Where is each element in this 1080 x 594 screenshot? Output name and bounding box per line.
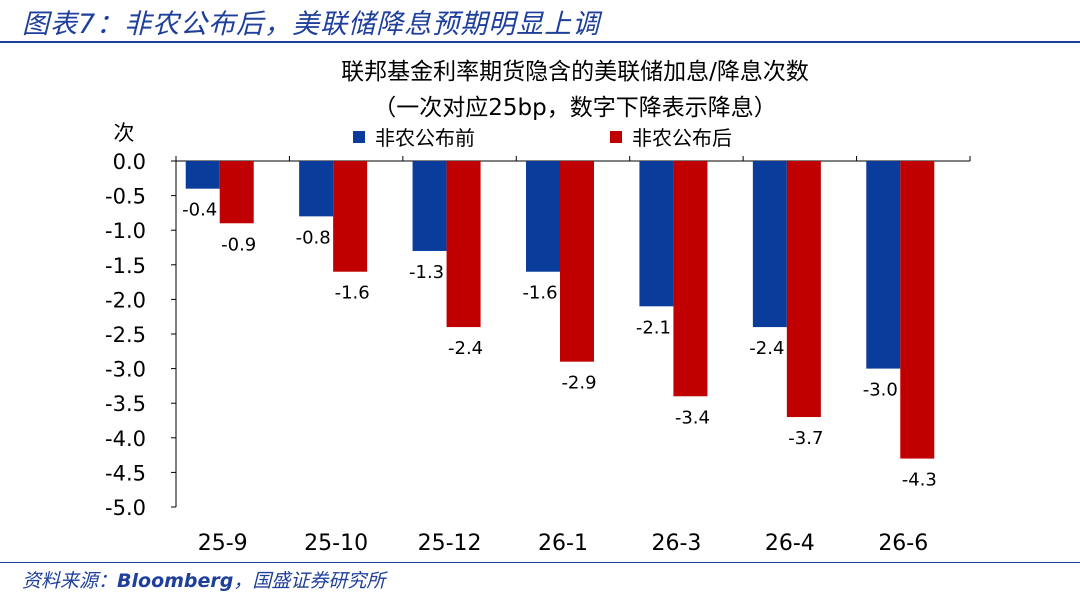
- legend-swatch: [353, 131, 365, 143]
- data-label: -3.4: [675, 407, 710, 428]
- y-tick-label: -4.0: [105, 427, 146, 451]
- x-tick-label: 25-9: [198, 531, 248, 556]
- y-tick-label: -2.0: [105, 288, 146, 312]
- data-label: -3.0: [863, 380, 898, 401]
- y-tick-label: -3.5: [105, 392, 146, 416]
- y-tick-label: -3.0: [105, 358, 146, 382]
- bar-after-nfp: [786, 161, 821, 418]
- legend-label: 非农公布前: [375, 126, 475, 150]
- bar-after-nfp: [900, 161, 935, 459]
- data-label: -0.9: [221, 234, 256, 255]
- y-tick-label: -0.5: [105, 185, 146, 209]
- data-label: -1.6: [522, 283, 557, 304]
- y-tick-label: 0.0: [113, 150, 146, 174]
- data-label: -0.4: [182, 200, 217, 221]
- bar-before-nfp: [185, 161, 220, 189]
- data-label: -4.3: [902, 470, 937, 491]
- data-label: -2.1: [636, 317, 671, 338]
- x-tick-label: 25-10: [304, 531, 368, 556]
- x-tick-label: 26-3: [651, 531, 701, 556]
- data-label: -1.3: [409, 262, 444, 283]
- data-label: -2.4: [448, 338, 483, 359]
- bar-after-nfp: [219, 161, 254, 224]
- bar-after-nfp: [446, 161, 481, 328]
- chart-subtitle: （一次对应25bp，数字下降表示降息）: [373, 95, 777, 121]
- legend-label: 非农公布后: [632, 126, 732, 150]
- y-tick-label: -1.5: [105, 254, 146, 278]
- data-label: -1.6: [335, 283, 370, 304]
- data-label: -3.7: [788, 428, 823, 449]
- y-tick-label: -1.0: [105, 219, 146, 243]
- data-label: -2.9: [561, 373, 596, 394]
- chart-title: 联邦基金利率期货隐含的美联储加息/降息次数: [341, 59, 809, 85]
- x-tick-label: 25-12: [418, 531, 482, 556]
- data-label: -2.4: [749, 338, 784, 359]
- bar-before-nfp: [526, 161, 560, 272]
- top-divider: [0, 41, 1080, 43]
- bar-after-nfp: [673, 161, 708, 397]
- y-tick-label: -2.5: [105, 323, 146, 347]
- bar-after-nfp: [560, 161, 594, 362]
- bar-before-nfp: [412, 161, 447, 251]
- source-suffix: ，国盛证券研究所: [233, 570, 386, 592]
- legend-swatch: [610, 131, 622, 143]
- y-tick-label: -5.0: [105, 496, 146, 520]
- bar-before-nfp: [866, 161, 901, 369]
- source-provider: Bloomberg: [117, 570, 234, 592]
- y-tick-label: -4.5: [105, 461, 146, 485]
- bar-before-nfp: [752, 161, 787, 328]
- figure-title: 图表7：非农公布后，美联储降息预期明显上调: [22, 9, 601, 40]
- bottom-divider: [0, 562, 1080, 563]
- data-label: -0.8: [296, 227, 331, 248]
- bar-before-nfp: [299, 161, 334, 217]
- x-tick-label: 26-1: [538, 531, 588, 556]
- bar-before-nfp: [639, 161, 674, 307]
- source-prefix: 资料来源：: [22, 570, 118, 592]
- x-tick-label: 26-6: [878, 531, 928, 556]
- bar-after-nfp: [333, 161, 368, 272]
- source-note: 资料来源：Bloomberg，国盛证券研究所: [22, 566, 385, 593]
- y-axis-label: 次: [114, 121, 135, 145]
- x-tick-label: 26-4: [765, 531, 815, 556]
